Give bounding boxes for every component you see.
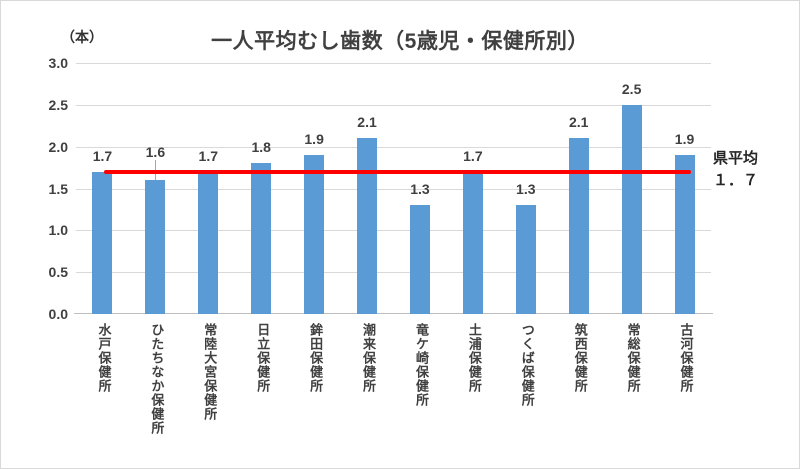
x-axis-category-label: 日立保健所 [255,323,271,393]
bar-鉾田保健所 [304,155,325,314]
x-axis-category-label: 竜ケ崎保健所 [413,323,429,407]
y-axis-tick-label: 3.0 [48,55,68,71]
reference-annotation-line1: 県平均 [713,150,759,167]
bar-水戸保健所 [92,171,113,314]
value-label: 1.8 [251,139,271,156]
y-axis-tick-label: 2.5 [48,96,68,113]
x-axis-category-label: 鉾田保健所 [308,323,324,393]
value-label: 1.3 [410,181,430,198]
y-axis-unit-label: （本） [61,29,103,45]
x-axis-category-label: 水戸保健所 [96,323,112,393]
prefecture-average-reference-line [104,169,691,174]
plot-area: 1.7 1.6 1.7 1.8 1.9 2.1 1.3 1.7 1.3 2.1 2.5 1.9 [74,63,713,314]
value-label: 2.5 [621,80,642,97]
bar-筑西保健所 [568,138,589,314]
x-axis-category-label: 筑西保健所 [572,323,588,393]
y-gridline [76,146,711,148]
reference-annotation-line2: １．７ [713,172,759,189]
bar-つくば保健所 [515,205,536,314]
value-label: 1.6 [145,144,166,161]
x-axis-category-label: 常陸大宮保健所 [202,323,218,421]
x-axis-category-label: 土浦保健所 [466,323,482,393]
bar-土浦保健所 [462,171,483,314]
chart-title: 一人平均むし歯数（5歳児・保健所別） [211,30,589,53]
x-axis-line [74,313,713,314]
bar-常陸大宮保健所 [198,171,219,314]
x-axis-category-label: ひたちなか保健所 [149,323,165,435]
bar-常総保健所 [621,104,642,314]
value-label: 2.1 [357,114,377,131]
y-gridline [76,188,711,190]
x-axis-category-label: 潮来保健所 [361,323,377,393]
y-gridline [76,272,711,274]
y-gridline [76,104,711,106]
x-axis-category-label: 古河保健所 [678,323,694,393]
bar-潮来保健所 [357,138,378,314]
x-axis-category-label: つくば保健所 [519,323,535,407]
y-axis-tick-label: 0.0 [48,306,68,322]
y-gridline [76,63,711,64]
value-label: 1.3 [516,181,536,198]
value-label: 1.9 [304,131,324,148]
x-axis-category-label: 常総保健所 [625,323,641,393]
value-label: 1.7 [463,147,483,164]
y-axis-tick-label: 1.5 [48,180,68,197]
y-axis-tick-label: 2.0 [48,138,68,155]
bar-ひたちなか保健所 [145,180,166,314]
y-axis-tick-label: 1.0 [48,222,68,239]
value-label: 1.9 [674,131,695,148]
bar-竜ケ崎保健所 [409,205,430,314]
bar-古河保健所 [674,155,695,314]
value-label: 1.7 [92,147,113,164]
y-gridline [76,230,711,232]
value-label: 1.7 [198,147,219,164]
value-label: 2.1 [568,114,589,131]
bar-日立保健所 [251,163,272,314]
y-axis-tick-label: 0.5 [48,264,68,281]
reference-line-annotation: 県平均 １．７ [713,148,758,192]
